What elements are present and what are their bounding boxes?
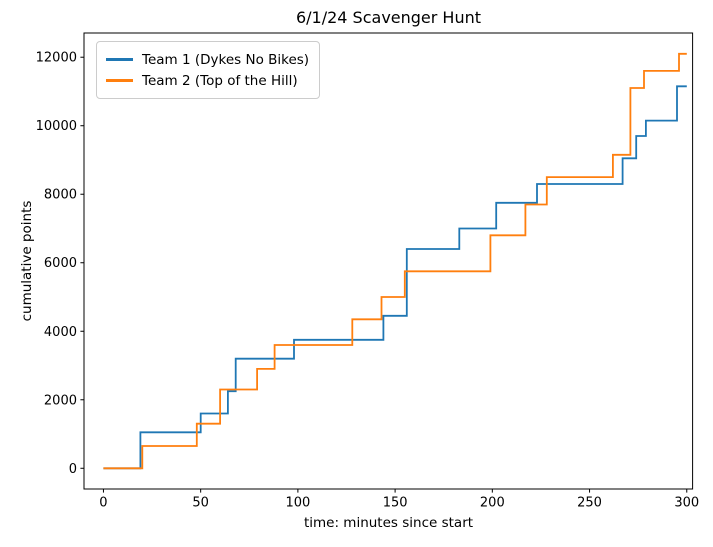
y-tick-label: 2000 [44, 393, 77, 408]
y-tick-label: 8000 [44, 188, 77, 203]
x-axis-label: time: minutes since start [303, 515, 474, 531]
y-tick-label: 4000 [44, 325, 77, 340]
x-tick-label: 300 [674, 496, 699, 511]
x-tick-label: 200 [480, 496, 505, 511]
y-tick-label: 10000 [36, 119, 77, 134]
y-tick-label: 0 [69, 462, 77, 477]
x-tick-label: 150 [383, 496, 408, 511]
x-tick-label: 100 [285, 496, 310, 511]
series-lines [103, 52, 687, 470]
chart-title: 6/1/24 Scavenger Hunt [295, 8, 482, 27]
legend-entry-team2: Team 2 (Top of the Hill) [106, 70, 309, 91]
x-tick-label: 250 [577, 496, 602, 511]
legend: Team 1 (Dykes No Bikes) Team 2 (Top of t… [96, 41, 321, 99]
axis-ticks: 0 50 100 150 200 250 300 0 2000 4000 6000 8000 10000… [36, 51, 700, 511]
series-line-1 [103, 85, 687, 470]
y-tick-label: 12000 [36, 51, 77, 66]
legend-line-swatch-team2 [106, 79, 133, 82]
legend-label-team1: Team 1 (Dykes No Bikes) [142, 51, 310, 68]
legend-line-swatch-team1 [106, 58, 133, 61]
plot-frame [83, 32, 694, 490]
y-tick-label: 6000 [44, 256, 77, 271]
x-tick-label: 0 [99, 496, 107, 511]
series-line-2 [103, 52, 687, 470]
y-axis-label: cumulative points [19, 200, 35, 322]
x-tick-label: 50 [192, 496, 209, 511]
legend-label-team2: Team 2 (Top of the Hill) [142, 72, 298, 89]
legend-entry-team1: Team 1 (Dykes No Bikes) [106, 49, 309, 70]
